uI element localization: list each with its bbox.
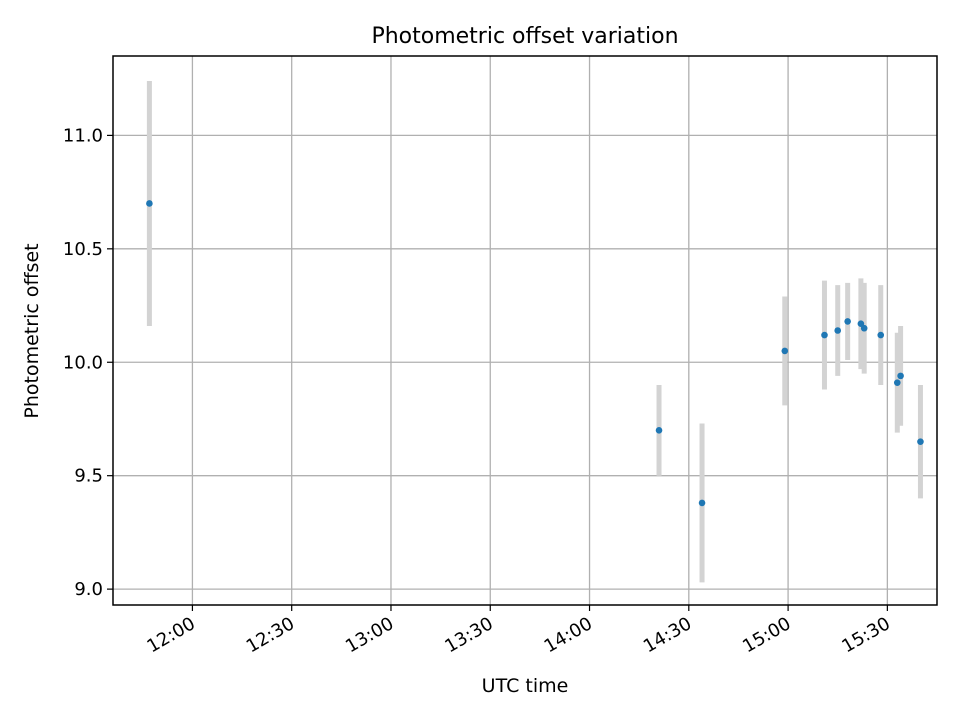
data-points [146, 200, 924, 507]
data-point [877, 331, 885, 339]
data-point [698, 499, 706, 507]
y-tick-label: 9.0 [74, 579, 103, 600]
data-point [917, 438, 924, 445]
grid [113, 56, 937, 605]
data-point [893, 379, 901, 386]
y-axis-ticks: 9.0 9.5 10.0 10.5 11.0 [63, 125, 113, 600]
data-point [844, 318, 851, 325]
data-point [781, 347, 789, 355]
data-point [834, 327, 842, 334]
y-tick-label: 9.5 [74, 466, 103, 487]
data-point [655, 427, 663, 434]
y-tick-label: 11.0 [63, 125, 103, 146]
y-tick-label: 10.5 [63, 239, 103, 260]
data-point [897, 372, 904, 380]
data-point [821, 331, 828, 339]
x-axis-label: UTC time [482, 675, 569, 697]
chart-title: Photometric offset variation [371, 24, 678, 49]
data-point [857, 320, 865, 327]
data-point [860, 324, 868, 332]
data-point [146, 200, 153, 207]
plot-frame [112, 55, 938, 606]
y-axis-label: Photometric offset [21, 243, 43, 418]
y-tick-label: 10.0 [63, 352, 103, 373]
